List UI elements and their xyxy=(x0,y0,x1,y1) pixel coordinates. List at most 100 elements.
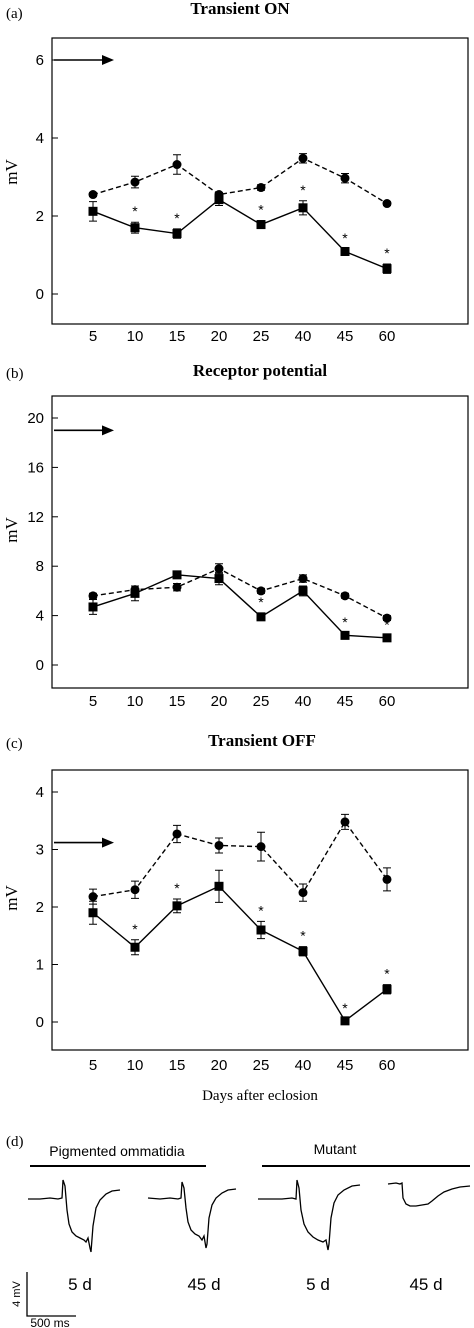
panel-c-xtick-label: 5 xyxy=(89,1057,97,1074)
panel-b-ytick-label: 12 xyxy=(27,509,44,526)
panel-a-xtick-label: 40 xyxy=(295,328,312,345)
panel-c-reference-arrowhead xyxy=(102,837,114,848)
panel-c-significance-star: * xyxy=(258,902,264,918)
panel-c-circle-series-point xyxy=(298,888,308,898)
panel-c-ylabel: mV xyxy=(2,885,21,911)
panel-d: (d) Pigmented ommatidia Mutant 5 d 45 d … xyxy=(6,1134,471,1328)
panel-c-circle-series-point xyxy=(88,892,98,902)
panel-c-significance-star: * xyxy=(384,966,390,982)
panel-a-significance-star: * xyxy=(300,182,306,198)
panel-b-ytick-label: 16 xyxy=(27,459,44,476)
panel-a-circle-series-point xyxy=(130,177,140,187)
panel-c-square-series-point xyxy=(256,925,266,935)
panel-b-circle-series-point xyxy=(256,586,266,596)
panel-a-circle-series-point xyxy=(88,190,98,200)
panel-a-xtick-label: 60 xyxy=(379,328,396,345)
panel-b-ytick-label: 0 xyxy=(36,657,44,674)
trace-mutant-5d xyxy=(258,1179,361,1251)
panel-c-xlabel: Days after eclosion xyxy=(202,1088,318,1104)
panel-a-plot: 0 2 4 6 5 10 15 20 25 40 45 60 * * * * * * xyxy=(36,52,396,345)
panel-b-ytick-label: 4 xyxy=(36,608,44,625)
trace-pigmented-5d xyxy=(28,1179,121,1253)
panel-c-xtick-label: 45 xyxy=(337,1057,354,1074)
panel-c-circle-series-point xyxy=(382,874,392,884)
panel-b-xtick-label: 45 xyxy=(337,693,354,710)
panel-c-circle-series-point xyxy=(340,817,350,827)
panel-a-ytick-label: 6 xyxy=(36,52,44,69)
panel-c-label: (c) xyxy=(6,736,23,752)
panel-a-ytick-label: 4 xyxy=(36,130,44,147)
panel-c-ytick-label: 0 xyxy=(36,1014,44,1031)
panel-c-xtick-label: 40 xyxy=(295,1057,312,1074)
panel-b-xtick-label: 20 xyxy=(211,693,228,710)
panel-d-label: (d) xyxy=(6,1134,24,1150)
panel-a-significance-star: * xyxy=(132,203,138,219)
panel-b-square-series-point xyxy=(214,574,224,584)
panel-b-xtick-label: 5 xyxy=(89,693,97,710)
panel-a-xtick-label: 20 xyxy=(211,328,228,345)
panel-b-xtick-label: 60 xyxy=(379,693,396,710)
panel-c-frame xyxy=(51,769,469,1051)
panel-c-ytick-label: 3 xyxy=(36,842,44,859)
panel-b-ytick-label: 20 xyxy=(27,410,44,427)
panel-b-reference-arrowhead xyxy=(102,425,114,436)
panel-a-square-series-point xyxy=(172,229,182,239)
trace-label-3: 5 d xyxy=(306,1275,330,1294)
panel-a-square-series-point xyxy=(256,220,266,230)
panel-c-circle-series-line xyxy=(92,820,388,898)
panel-b-ylabel: mV xyxy=(2,517,21,543)
panel-c-circle-series-point xyxy=(256,842,266,852)
panel-c-xtick-label: 10 xyxy=(127,1057,144,1074)
panel-b-circle-series-point xyxy=(382,613,392,623)
panel-b-xtick-label: 25 xyxy=(253,693,270,710)
panel-b: (b) Receptor potential mV 0 4 8 12 16 20 5 10 15… xyxy=(2,361,469,710)
panel-a-ylabel: mV xyxy=(2,159,21,185)
panel-c-square-series-point xyxy=(214,881,224,891)
panel-b-circle-series-point xyxy=(214,564,224,574)
panel-c-xtick-label: 15 xyxy=(169,1057,186,1074)
panel-a: (a) Transient ON mV 0 2 4 6 5 10 15 20 25 40 45 60 *… xyxy=(2,0,469,345)
panel-b-circle-series-point xyxy=(340,591,350,601)
panel-b-title: Receptor potential xyxy=(193,361,328,380)
panel-a-square-series-point xyxy=(382,264,392,274)
panel-a-significance-star: * xyxy=(174,210,180,226)
trace-mutant-45d xyxy=(387,1181,471,1207)
panel-b-frame xyxy=(51,395,469,689)
panel-c-ytick-label: 4 xyxy=(36,784,44,801)
panel-c-square-series-line xyxy=(92,885,388,1022)
panel-b-square-series-point xyxy=(298,586,308,596)
panel-b-circle-series-point xyxy=(172,582,182,592)
trace-label-1: 5 d xyxy=(68,1275,92,1294)
panel-a-ytick-label: 2 xyxy=(36,208,44,225)
panel-c-title: Transient OFF xyxy=(208,731,316,750)
panel-c-square-series-point xyxy=(88,908,98,918)
panel-a-label: (a) xyxy=(6,6,23,22)
panel-c-significance-star: * xyxy=(300,928,306,944)
panel-a-title: Transient ON xyxy=(190,0,290,18)
panel-b-significance-star: * xyxy=(342,614,348,630)
panel-a-significance-star: * xyxy=(258,202,264,218)
panel-a-xtick-label: 45 xyxy=(337,328,354,345)
panel-c-xtick-label: 25 xyxy=(253,1057,270,1074)
panel-a-square-series-point xyxy=(340,246,350,256)
group-label-mutant: Mutant xyxy=(314,1141,357,1157)
panel-a-circle-series-point xyxy=(172,160,182,170)
panel-b-square-series-line xyxy=(92,574,388,639)
panel-b-square-series-point xyxy=(340,630,350,640)
panel-b-xtick-label: 40 xyxy=(295,693,312,710)
panel-b-label: (b) xyxy=(6,366,24,382)
panel-b-circle-series-point xyxy=(88,591,98,601)
panel-b-xtick-label: 10 xyxy=(127,693,144,710)
panel-c-ytick-label: 2 xyxy=(36,899,44,916)
scale-bar-voltage-label: 4 mV xyxy=(11,1281,23,1307)
panel-c-significance-star: * xyxy=(132,921,138,937)
panel-b-square-series-point xyxy=(130,588,140,598)
panel-a-circle-series-point xyxy=(298,153,308,163)
panel-a-square-series-point xyxy=(298,203,308,213)
panel-c-circle-series-point xyxy=(130,885,140,895)
panel-c-ytick-label: 1 xyxy=(36,957,44,974)
panel-b-square-series-point xyxy=(382,633,392,643)
trace-label-4: 45 d xyxy=(409,1275,442,1294)
